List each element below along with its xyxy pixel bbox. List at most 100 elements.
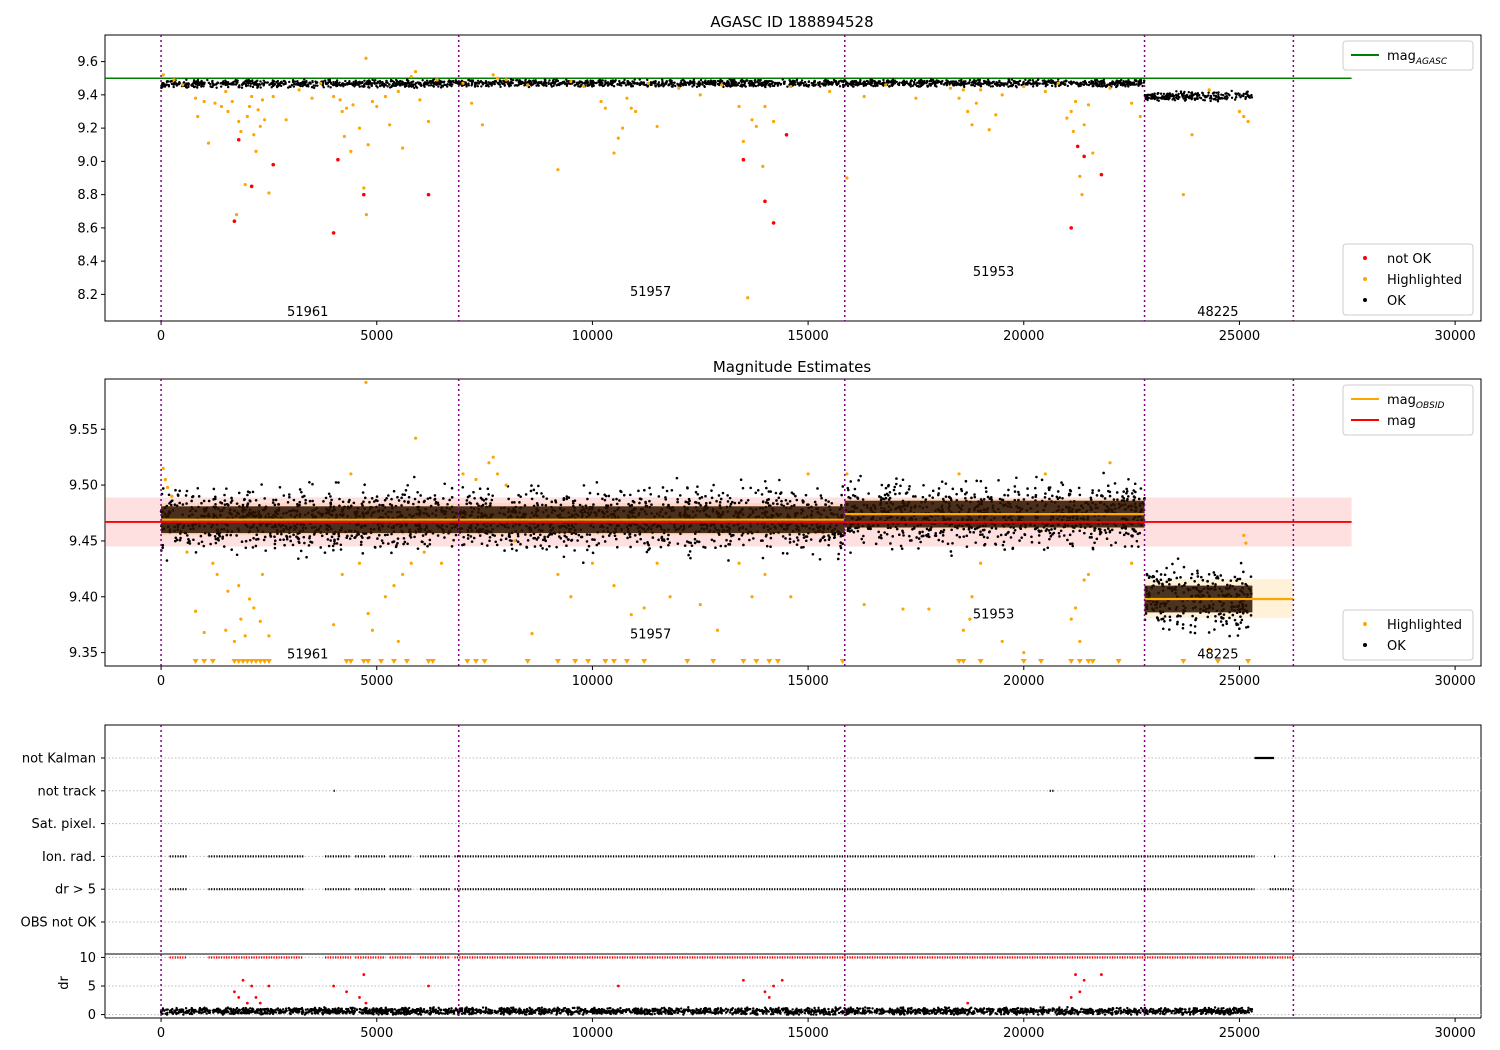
- panel2-ok-point: [350, 534, 354, 538]
- panel1-ok-point: [1105, 84, 1109, 88]
- panel1-ok-point: [1162, 95, 1165, 99]
- panel2-ok-point: [576, 539, 579, 542]
- panel2-ok-point: [618, 499, 621, 502]
- panel2-ok-point: [357, 533, 360, 536]
- panel2-ok-point: [996, 535, 1000, 538]
- panel1-ok-point: [255, 84, 259, 87]
- panel1-ok-point: [1182, 94, 1185, 97]
- panel2-ok-point: [650, 503, 653, 506]
- panel1-ok-point: [1017, 83, 1021, 86]
- panel2-ok-point: [469, 535, 473, 538]
- panel2-ok-point: [219, 501, 222, 504]
- panel1-ok-point: [425, 83, 429, 86]
- panel2-ok-point: [372, 500, 376, 503]
- panel1-bottom-legend-swatch: [1363, 277, 1367, 281]
- panel2-ok-point: [726, 500, 730, 503]
- panel1-xtick-label: 30000: [1434, 329, 1475, 344]
- panel2-ok-point: [517, 493, 520, 497]
- panel1-ok-point: [1220, 93, 1223, 96]
- panel2-ok-point: [565, 535, 568, 539]
- panel1-ok-point: [721, 79, 724, 83]
- panel1-ok-point: [499, 85, 502, 89]
- panel2-ok-point: [1109, 544, 1113, 547]
- panel2-ok-point: [202, 544, 206, 548]
- panel1-ok-point: [646, 78, 649, 82]
- panel1-ok-point: [1042, 82, 1045, 85]
- panel2-ok-point: [421, 540, 424, 544]
- panel2-ok-point: [797, 532, 801, 536]
- panel1-ok-point: [327, 81, 330, 84]
- panel1-ok-point: [224, 83, 227, 87]
- panel1-ok-point: [307, 83, 310, 86]
- panel1-ok-point: [652, 80, 655, 84]
- panel1-ok-point: [753, 79, 756, 83]
- panel1-ok-point: [726, 80, 729, 83]
- panel1-ytick-label: 8.2: [77, 288, 98, 303]
- panel1-ok-point: [1246, 93, 1249, 96]
- panel2-ok-point: [614, 537, 618, 541]
- panel1-ok-point: [1165, 95, 1168, 98]
- panel1-ok-point: [771, 81, 775, 84]
- panel2-ok-point: [544, 539, 547, 543]
- panel2-ok-point: [721, 491, 725, 495]
- panel2-ok-point: [657, 538, 660, 542]
- panel2-ok-point: [830, 501, 834, 505]
- panel2-ok-point: [874, 542, 878, 546]
- panel1-ok-point: [722, 85, 725, 89]
- panel2-ok-point: [325, 532, 329, 536]
- panel2-ok-point: [595, 481, 599, 484]
- panel1-ok-point: [830, 83, 834, 86]
- panel1-ok-point: [200, 79, 203, 83]
- panel2-ok-point: [489, 502, 492, 505]
- panel2-ok-point: [258, 504, 261, 507]
- panel2-ok-point: [390, 497, 393, 501]
- panel1-ok-point: [1064, 83, 1067, 86]
- panel2-ok-point: [763, 480, 767, 483]
- panel2-ok-point: [1083, 531, 1086, 535]
- panel1-ok-point: [1234, 92, 1237, 95]
- panel1-ok-point: [1205, 95, 1208, 99]
- panel1-ok-point: [589, 82, 593, 85]
- panel1-ok-point: [858, 81, 862, 85]
- panel1-ok-point: [1036, 78, 1040, 81]
- panel1-ok-point: [330, 82, 333, 85]
- panel2-ok-point: [401, 493, 405, 496]
- panel1-ok-point: [610, 84, 614, 87]
- panel1-ok-point: [1090, 79, 1093, 83]
- panel2-ok-point: [305, 555, 308, 559]
- panel1-ok-point: [925, 81, 928, 85]
- panel2-ok-point: [381, 541, 385, 545]
- panel1-ok-point: [1098, 82, 1101, 86]
- panel1-ok-point: [960, 80, 963, 84]
- panel2-ok-point: [298, 488, 302, 491]
- panel1-ok-point: [586, 79, 589, 82]
- panel1-ok-point: [908, 83, 911, 87]
- panel2-ok-point: [1042, 548, 1046, 551]
- panel2-ok-point: [710, 489, 713, 492]
- panel2-ok-point: [199, 534, 203, 538]
- panel1-ok-point: [1070, 82, 1073, 86]
- panel2-ok-point: [413, 535, 416, 539]
- panel2-ok-point: [837, 552, 841, 556]
- panel1-highlighted-point: [161, 73, 165, 77]
- panel1-ok-point: [878, 81, 881, 85]
- panel1-ok-point: [597, 81, 601, 84]
- panel2-ok-point: [403, 540, 407, 544]
- panel1-ok-point: [386, 85, 389, 88]
- panel2-ok-point: [479, 496, 483, 500]
- panel1-ok-point: [667, 84, 670, 87]
- panel2-ok-point: [185, 502, 188, 505]
- panel1-ok-point: [701, 80, 704, 84]
- panel1-ok-point: [1048, 81, 1052, 84]
- panel1-ok-point: [360, 85, 364, 88]
- panel2-ok-point: [484, 502, 488, 505]
- panel2-ok-point: [215, 537, 219, 541]
- panel2-ok-point: [530, 484, 533, 487]
- panel1-ok-point: [282, 79, 286, 82]
- panel1-ok-point: [609, 80, 613, 83]
- panel1-ok-point: [1153, 94, 1156, 97]
- panel1-ok-point: [604, 80, 607, 83]
- panel1-ok-point: [481, 83, 485, 86]
- panel1-highlighted-point: [582, 84, 586, 89]
- panel2-ok-point: [639, 537, 642, 541]
